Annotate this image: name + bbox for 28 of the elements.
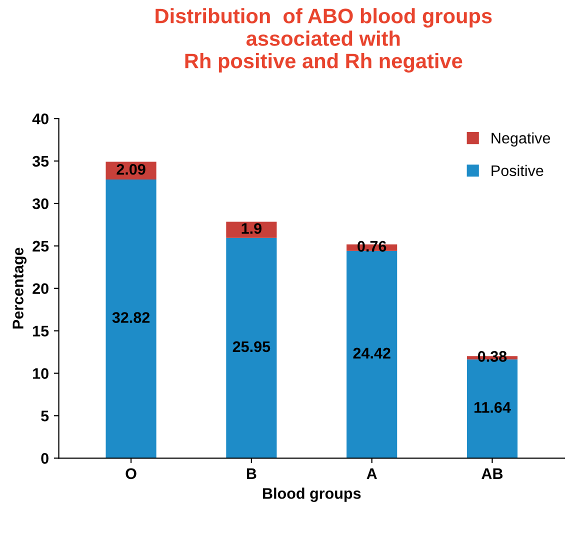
y-tick-label: 10 [33,368,48,379]
legend-label: Positive [492,164,544,176]
bar [346,250,398,458]
data-label: 32.82 [112,312,150,323]
y-tick-label: 5 [41,410,49,422]
data-label: 11.64 [474,402,511,413]
y-axis-title: Percentage [12,248,27,329]
x-axis-title: Blood groups [263,488,361,502]
legend-label: Negative [492,132,550,147]
data-label: 1.9 [242,223,262,234]
data-label: 25.95 [232,341,270,352]
bar [226,238,277,458]
data-label: 24.42 [353,348,390,358]
data-label: 2.09 [116,164,146,175]
y-tick-label: 20 [32,283,48,294]
y-tick-label: 30 [32,198,48,210]
x-tick-label: AB [482,468,503,479]
bar [226,222,277,238]
x-tick-label: B [246,468,256,479]
bar [106,180,156,458]
x-tick-label: O [126,468,136,480]
chart-title: Distribution of ABO blood groups associated with Rh positive and Rh negative [156,8,492,73]
y-tick-label: 35 [32,156,49,167]
y-tick-label: 40 [32,113,48,124]
y-tick-label: 25 [32,240,49,252]
x-tick-label: A [366,468,377,479]
y-tick-label: 0 [41,453,48,464]
y-tick-label: 15 [33,326,49,336]
